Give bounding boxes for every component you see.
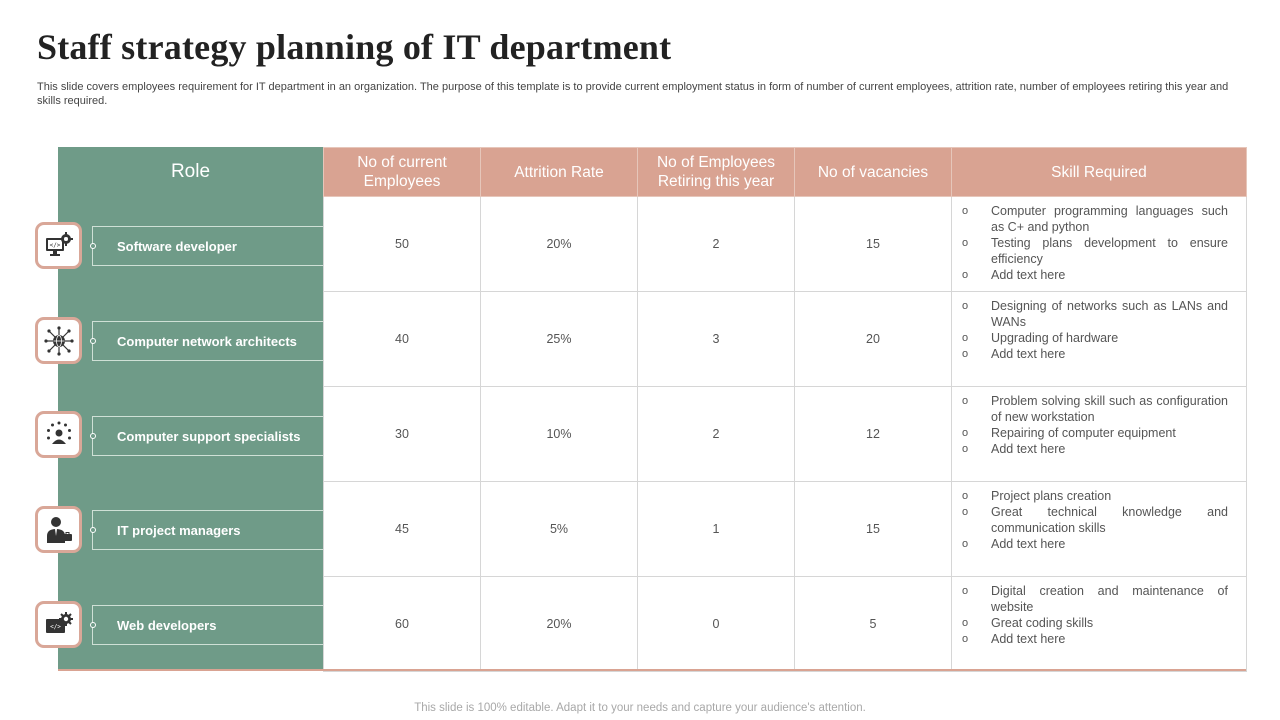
developer-monitor-gear-icon: </> [35, 222, 82, 269]
table-bottom-rule [58, 669, 1246, 671]
page-subtitle: This slide covers employees requirement … [37, 81, 1229, 107]
retiring-cell: 1 [637, 481, 795, 577]
network-globe-icon [35, 317, 82, 364]
role-label: Computer support specialists [117, 428, 301, 444]
skill-item: Upgrading of hardware [960, 330, 1228, 346]
bullet-icon [90, 243, 96, 249]
header-attrition-rate: Attrition Rate [480, 147, 638, 197]
svg-text:</>: </> [49, 242, 60, 249]
current-employees-cell: 45 [323, 481, 481, 577]
retiring-cell: 0 [637, 576, 795, 672]
current-employees-cell: 60 [323, 576, 481, 672]
skill-item: Great technical knowledge and communicat… [960, 504, 1228, 536]
skill-item: Computer programming languages such as C… [960, 203, 1228, 235]
current-employees-cell: 30 [323, 386, 481, 482]
role-label: Computer network architects [117, 333, 297, 349]
skill-item: Add text here [960, 631, 1228, 647]
manager-person-icon [35, 506, 82, 553]
role-item-computer-network-architects: Computer network architects [90, 321, 323, 361]
bullet-icon [90, 433, 96, 439]
table-row: 60 20% 0 5 Digital creation and maintena… [323, 576, 1247, 672]
skill-item: Great coding skills [960, 615, 1228, 631]
skill-item: Add text here [960, 536, 1228, 552]
table-row: 40 25% 3 20 Designing of networks such a… [323, 291, 1247, 387]
role-label: IT project managers [117, 522, 241, 538]
retiring-cell: 3 [637, 291, 795, 387]
attrition-rate-cell: 5% [480, 481, 638, 577]
role-header: Role [170, 160, 211, 182]
role-item-software-developer: Software developer [90, 226, 323, 266]
skill-item: Add text here [960, 346, 1228, 362]
role-label: Web developers [117, 617, 217, 633]
table-row: 30 10% 2 12 Problem solving skill such a… [323, 386, 1247, 482]
skill-item: Repairing of computer equipment [960, 425, 1228, 441]
bullet-icon [90, 622, 96, 628]
skills-cell: Computer programming languages such as C… [951, 196, 1247, 292]
skill-item: Project plans creation [960, 488, 1228, 504]
attrition-rate-cell: 20% [480, 196, 638, 292]
role-column [58, 147, 323, 670]
header-skill-required: Skill Required [951, 147, 1247, 197]
bullet-icon [90, 338, 96, 344]
header-current-employees: No of current Employees [323, 147, 481, 197]
role-item-it-project-managers: IT project managers [90, 510, 323, 550]
vacancies-cell: 12 [794, 386, 952, 482]
table-header-row: No of current Employees Attrition Rate N… [323, 147, 1247, 197]
vacancies-cell: 20 [794, 291, 952, 387]
skills-cell: Designing of networks such as LANs and W… [951, 291, 1247, 387]
skill-item: Designing of networks such as LANs and W… [960, 298, 1228, 330]
role-item-web-developers: Web developers [90, 605, 323, 645]
vacancies-cell: 5 [794, 576, 952, 672]
header-retiring: No of Employees Retiring this year [637, 147, 795, 197]
header-vacancies: No of vacancies [794, 147, 952, 197]
web-code-gear-icon: </> [35, 601, 82, 648]
skills-cell: Project plans creation Great technical k… [951, 481, 1247, 577]
table-row: 45 5% 1 15 Project plans creation Great … [323, 481, 1247, 577]
current-employees-cell: 40 [323, 291, 481, 387]
attrition-rate-cell: 20% [480, 576, 638, 672]
staffing-table: No of current Employees Attrition Rate N… [323, 147, 1247, 672]
skill-item: Problem solving skill such as configurat… [960, 393, 1228, 425]
retiring-cell: 2 [637, 386, 795, 482]
retiring-cell: 2 [637, 196, 795, 292]
support-person-stars-icon [35, 411, 82, 458]
skills-cell: Problem solving skill such as configurat… [951, 386, 1247, 482]
svg-text:</>: </> [50, 623, 61, 630]
skill-item: Digital creation and maintenance of webs… [960, 583, 1228, 615]
skill-item: Add text here [960, 267, 1228, 283]
footer-note: This slide is 100% editable. Adapt it to… [414, 702, 866, 714]
current-employees-cell: 50 [323, 196, 481, 292]
attrition-rate-cell: 10% [480, 386, 638, 482]
bullet-icon [90, 527, 96, 533]
role-label: Software developer [117, 238, 237, 254]
page-title: Staff strategy planning of IT department [37, 27, 672, 67]
vacancies-cell: 15 [794, 196, 952, 292]
attrition-rate-cell: 25% [480, 291, 638, 387]
skills-cell: Digital creation and maintenance of webs… [951, 576, 1247, 672]
vacancies-cell: 15 [794, 481, 952, 577]
skill-item: Testing plans development to ensure effi… [960, 235, 1228, 267]
role-item-computer-support-specialists: Computer support specialists [90, 416, 323, 456]
table-row: 50 20% 2 15 Computer programming languag… [323, 196, 1247, 292]
skill-item: Add text here [960, 441, 1228, 457]
